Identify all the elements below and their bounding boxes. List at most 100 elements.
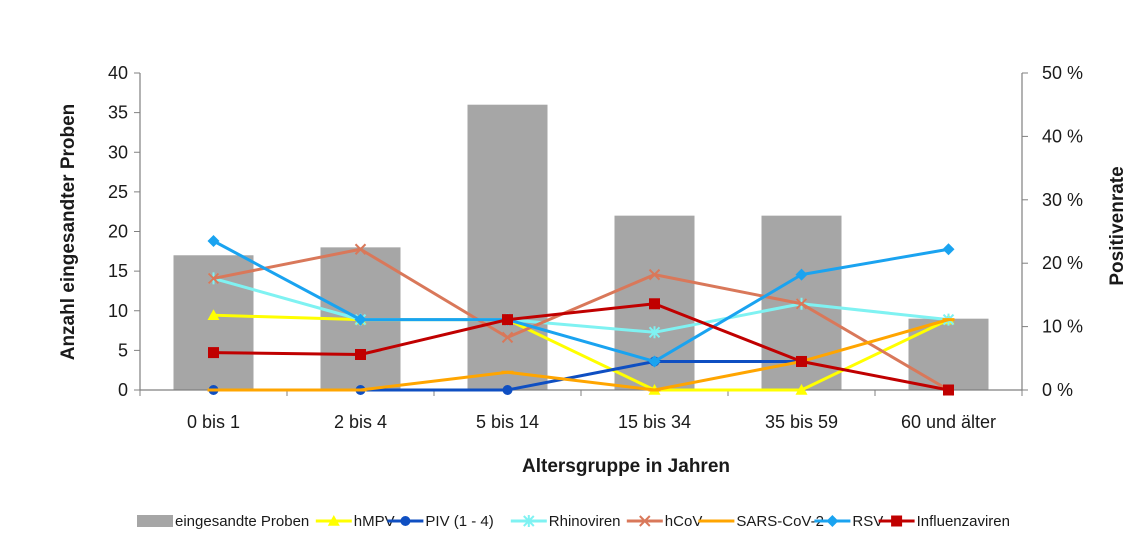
point-hcov	[648, 268, 661, 281]
x-tick-label: 2 bis 4	[334, 412, 387, 432]
marker-shape	[795, 298, 808, 310]
marker-shape	[795, 268, 808, 281]
point-hcov	[207, 272, 220, 285]
marker-shape	[639, 515, 651, 527]
x-axis-title: Altersgruppe in Jahren	[522, 456, 730, 477]
line-rsv	[212, 239, 949, 363]
marker-shape	[502, 314, 513, 326]
y2-tick-label: 0 %	[1042, 380, 1073, 400]
legend-label: PIV (1 - 4)	[425, 513, 493, 530]
point-influenzaviren	[796, 355, 807, 367]
marker-shape	[648, 355, 661, 368]
y-tick-label: 40	[108, 63, 128, 83]
marker-shape	[400, 516, 411, 526]
y-tick-label: 5	[118, 340, 128, 360]
legend-marker	[400, 516, 411, 526]
legend-item-eingesandte-proben: eingesandte Proben	[137, 513, 309, 530]
point-influenzaviren	[943, 384, 954, 396]
legend-marker	[327, 515, 340, 526]
marker-shape	[354, 243, 367, 255]
point-hcov	[501, 331, 514, 344]
legend-item-rsv: RSV	[814, 513, 883, 530]
point-rsv	[648, 355, 661, 368]
legend-marker	[639, 515, 651, 527]
y-tick-label: 30	[108, 142, 128, 162]
point-rsv	[354, 313, 367, 326]
legend-item-rhinoviren: Rhinoviren	[510, 513, 621, 530]
line-hcov	[213, 247, 950, 392]
marker-shape	[327, 515, 340, 526]
y2-tick-label: 50 %	[1042, 63, 1083, 83]
legend-swatch	[137, 515, 173, 527]
marker-shape	[891, 515, 903, 527]
point-influenzaviren	[208, 347, 219, 359]
y2-tick-label: 20 %	[1042, 253, 1083, 273]
marker-shape	[523, 515, 535, 527]
y2-axis-title: Positivenrate	[1107, 166, 1128, 285]
legend-label: SARS-CoV-2	[736, 513, 824, 530]
marker-shape	[502, 385, 513, 395]
legend-item-sars-cov-2: SARS-CoV-2	[698, 513, 824, 530]
marker-shape	[208, 347, 219, 359]
marker-shape	[207, 272, 220, 285]
line-influenzaviren	[213, 302, 949, 392]
point-influenzaviren	[502, 314, 513, 326]
x-tick-label: 60 und älter	[901, 412, 996, 432]
marker-shape	[796, 355, 807, 367]
legend-item-piv-1-4: PIV (1 - 4)	[387, 513, 494, 530]
legend: eingesandte Proben hMPV PIV (1 - 4) Rhinovi…	[137, 513, 1010, 530]
bar-5-bis-14	[467, 104, 548, 390]
y-tick-label: 0	[118, 380, 128, 400]
legend-marker	[891, 515, 903, 527]
labels-layer: Altersgruppe in Jahren Anzahl eingesandt…	[58, 104, 1128, 477]
legend-label: Rhinoviren	[549, 513, 621, 530]
line-rhinoviren	[213, 276, 949, 334]
legend-item-hcov: hCoV	[626, 513, 702, 530]
line-hmpv	[213, 313, 950, 392]
marker-shape	[648, 268, 661, 281]
marker-shape	[649, 298, 660, 310]
lines-layer	[207, 235, 955, 396]
marker-shape	[355, 348, 366, 360]
x-tick-label: 15 bis 34	[618, 412, 691, 432]
point-rsv	[207, 235, 220, 248]
legend-item-hmpv: hMPV	[315, 513, 395, 530]
marker-shape	[648, 326, 661, 339]
y-tick-label: 35	[108, 103, 128, 123]
legend-label: hMPV	[354, 513, 395, 530]
bars-layer	[173, 104, 989, 390]
legend-label: eingesandte Proben	[175, 513, 309, 530]
marker-shape	[942, 243, 955, 256]
x-tick-label: 35 bis 59	[765, 412, 838, 432]
y-tick-label: 20	[108, 222, 128, 242]
legend-marker	[826, 515, 839, 527]
y2-tick-label: 40 %	[1042, 126, 1083, 146]
point-piv-1-4	[502, 385, 513, 395]
bar-60-und-älter	[908, 318, 989, 390]
x-tick-label: 0 bis 1	[187, 412, 240, 432]
point-hcov	[795, 298, 808, 310]
y-tick-label: 10	[108, 301, 128, 321]
y2-tick-label: 10 %	[1042, 317, 1083, 337]
legend-marker	[523, 515, 535, 527]
marker-shape	[501, 331, 514, 344]
marker-shape	[943, 384, 954, 396]
legend-label: RSV	[852, 513, 883, 530]
legend-item-influenzaviren: Influenzaviren	[878, 513, 1010, 530]
point-hcov	[354, 243, 367, 255]
x-tick-label: 5 bis 14	[476, 412, 539, 432]
point-rsv	[795, 268, 808, 281]
point-influenzaviren	[649, 298, 660, 310]
axes-layer: 0 5 10 15 20 25 30 35 40 0 % 10 % 20 % 30 % 40 % 50 % 0…	[108, 63, 1083, 432]
marker-shape	[826, 515, 839, 527]
marker-shape	[207, 309, 220, 320]
point-rhinoviren	[648, 326, 661, 339]
marker-shape	[207, 235, 220, 248]
y-tick-label: 15	[108, 261, 128, 281]
y-tick-label: 25	[108, 182, 128, 202]
point-rsv	[942, 243, 955, 256]
point-hmpv	[795, 384, 808, 395]
point-influenzaviren	[355, 348, 366, 360]
marker-shape	[795, 384, 808, 395]
